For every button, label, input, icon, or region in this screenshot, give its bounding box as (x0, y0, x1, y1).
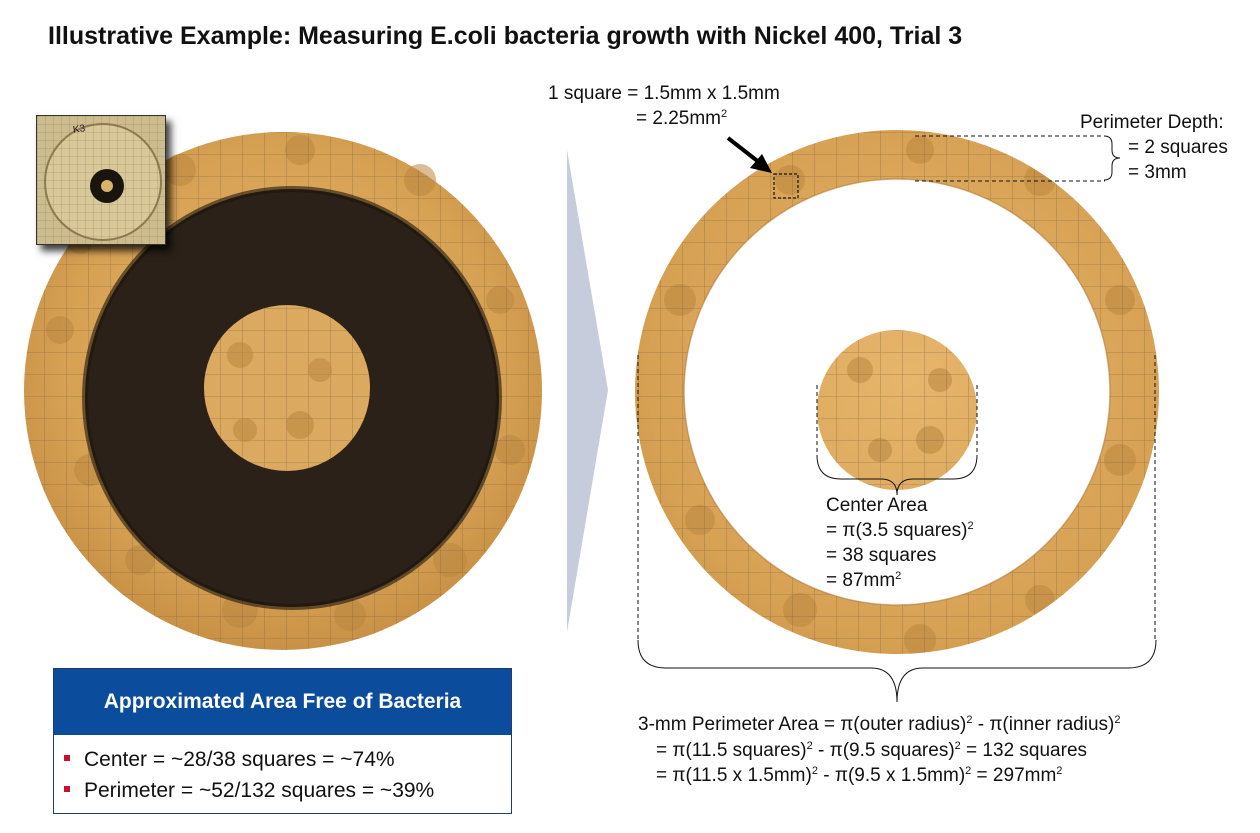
center-area-squares: = 38 squares (826, 545, 937, 566)
pointer-arrow (726, 136, 772, 173)
unit-square-marker (773, 173, 799, 199)
page-title: Illustrative Example: Measuring E.coli b… (48, 22, 963, 50)
left-plate-photo (24, 132, 542, 650)
center-area-bracket (816, 385, 978, 496)
perimeter-area-line2: = π(11.5 squares)2 - π(9.5 squares)2 = 1… (656, 740, 1088, 761)
right-ring-diagram (600, 100, 1220, 720)
center-area-mm: = 87mm2 (826, 570, 902, 591)
center-area-formula: = π(3.5 squares)2 (826, 520, 974, 541)
summary-item-perimeter: Perimeter = ~52/132 squares = ~39% (64, 775, 511, 806)
plate-thumbnail: K3 (36, 115, 166, 245)
perimeter-depth-label: Perimeter Depth: (1080, 112, 1224, 133)
transition-arrow (567, 150, 608, 632)
square-note-line1: 1 square = 1.5mm x 1.5mm (548, 83, 780, 104)
bullet-icon (64, 786, 70, 792)
perimeter-area-bracket (637, 355, 1157, 703)
summary-item-center: Center = ~28/38 squares = ~74% (64, 744, 511, 775)
perimeter-depth-guides (915, 135, 1121, 182)
plate-label: K3 (72, 123, 86, 136)
perimeter-depth-mm: = 3mm (1128, 162, 1187, 183)
perimeter-depth-squares: = 2 squares (1128, 137, 1228, 158)
summary-box: Approximated Area Free of Bacteria Cente… (53, 668, 512, 814)
perimeter-area-line1: 3-mm Perimeter Area = π(outer radius)2 -… (638, 714, 1121, 735)
center-area-label: Center Area (826, 495, 928, 516)
square-note-line2: = 2.25mm2 (636, 108, 728, 129)
summary-list: Center = ~28/38 squares = ~74% Perimeter… (54, 735, 511, 806)
bullet-icon (64, 755, 70, 761)
summary-header: Approximated Area Free of Bacteria (54, 669, 511, 735)
perimeter-area-line3: = π(11.5 x 1.5mm)2 - π(9.5 x 1.5mm)2 = 2… (656, 765, 1063, 786)
